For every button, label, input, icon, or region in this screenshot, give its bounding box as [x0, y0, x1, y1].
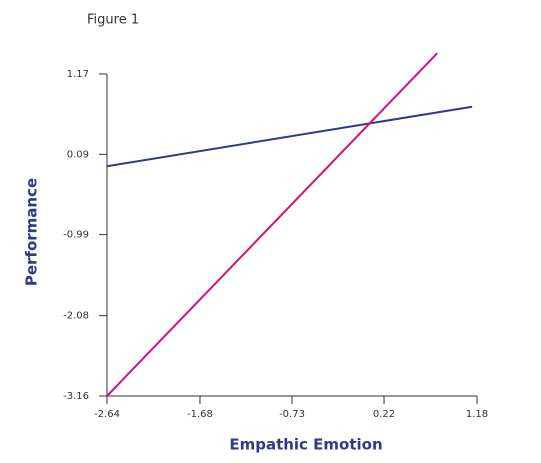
x-tick-label: -0.73: [279, 409, 305, 420]
x-tick-label: -2.64: [94, 409, 120, 420]
y-tick-label: -2.08: [63, 311, 89, 322]
data-line: [106, 52, 439, 397]
x-axis-title: Empathic Emotion: [229, 436, 382, 454]
x-tick-label: -1.68: [187, 409, 213, 420]
y-tick-label: 0.09: [67, 149, 89, 160]
x-tick-label: 1.18: [466, 409, 488, 420]
y-tick-label: 1.17: [67, 69, 89, 80]
data-line: [106, 105, 473, 168]
chart-title: Figure 1: [87, 13, 139, 28]
x-tick-label: 0.22: [373, 409, 395, 420]
y-axis-title: Performance: [23, 178, 41, 286]
y-tick-label: -0.99: [63, 230, 89, 241]
y-tick-label: -3.16: [63, 391, 89, 402]
